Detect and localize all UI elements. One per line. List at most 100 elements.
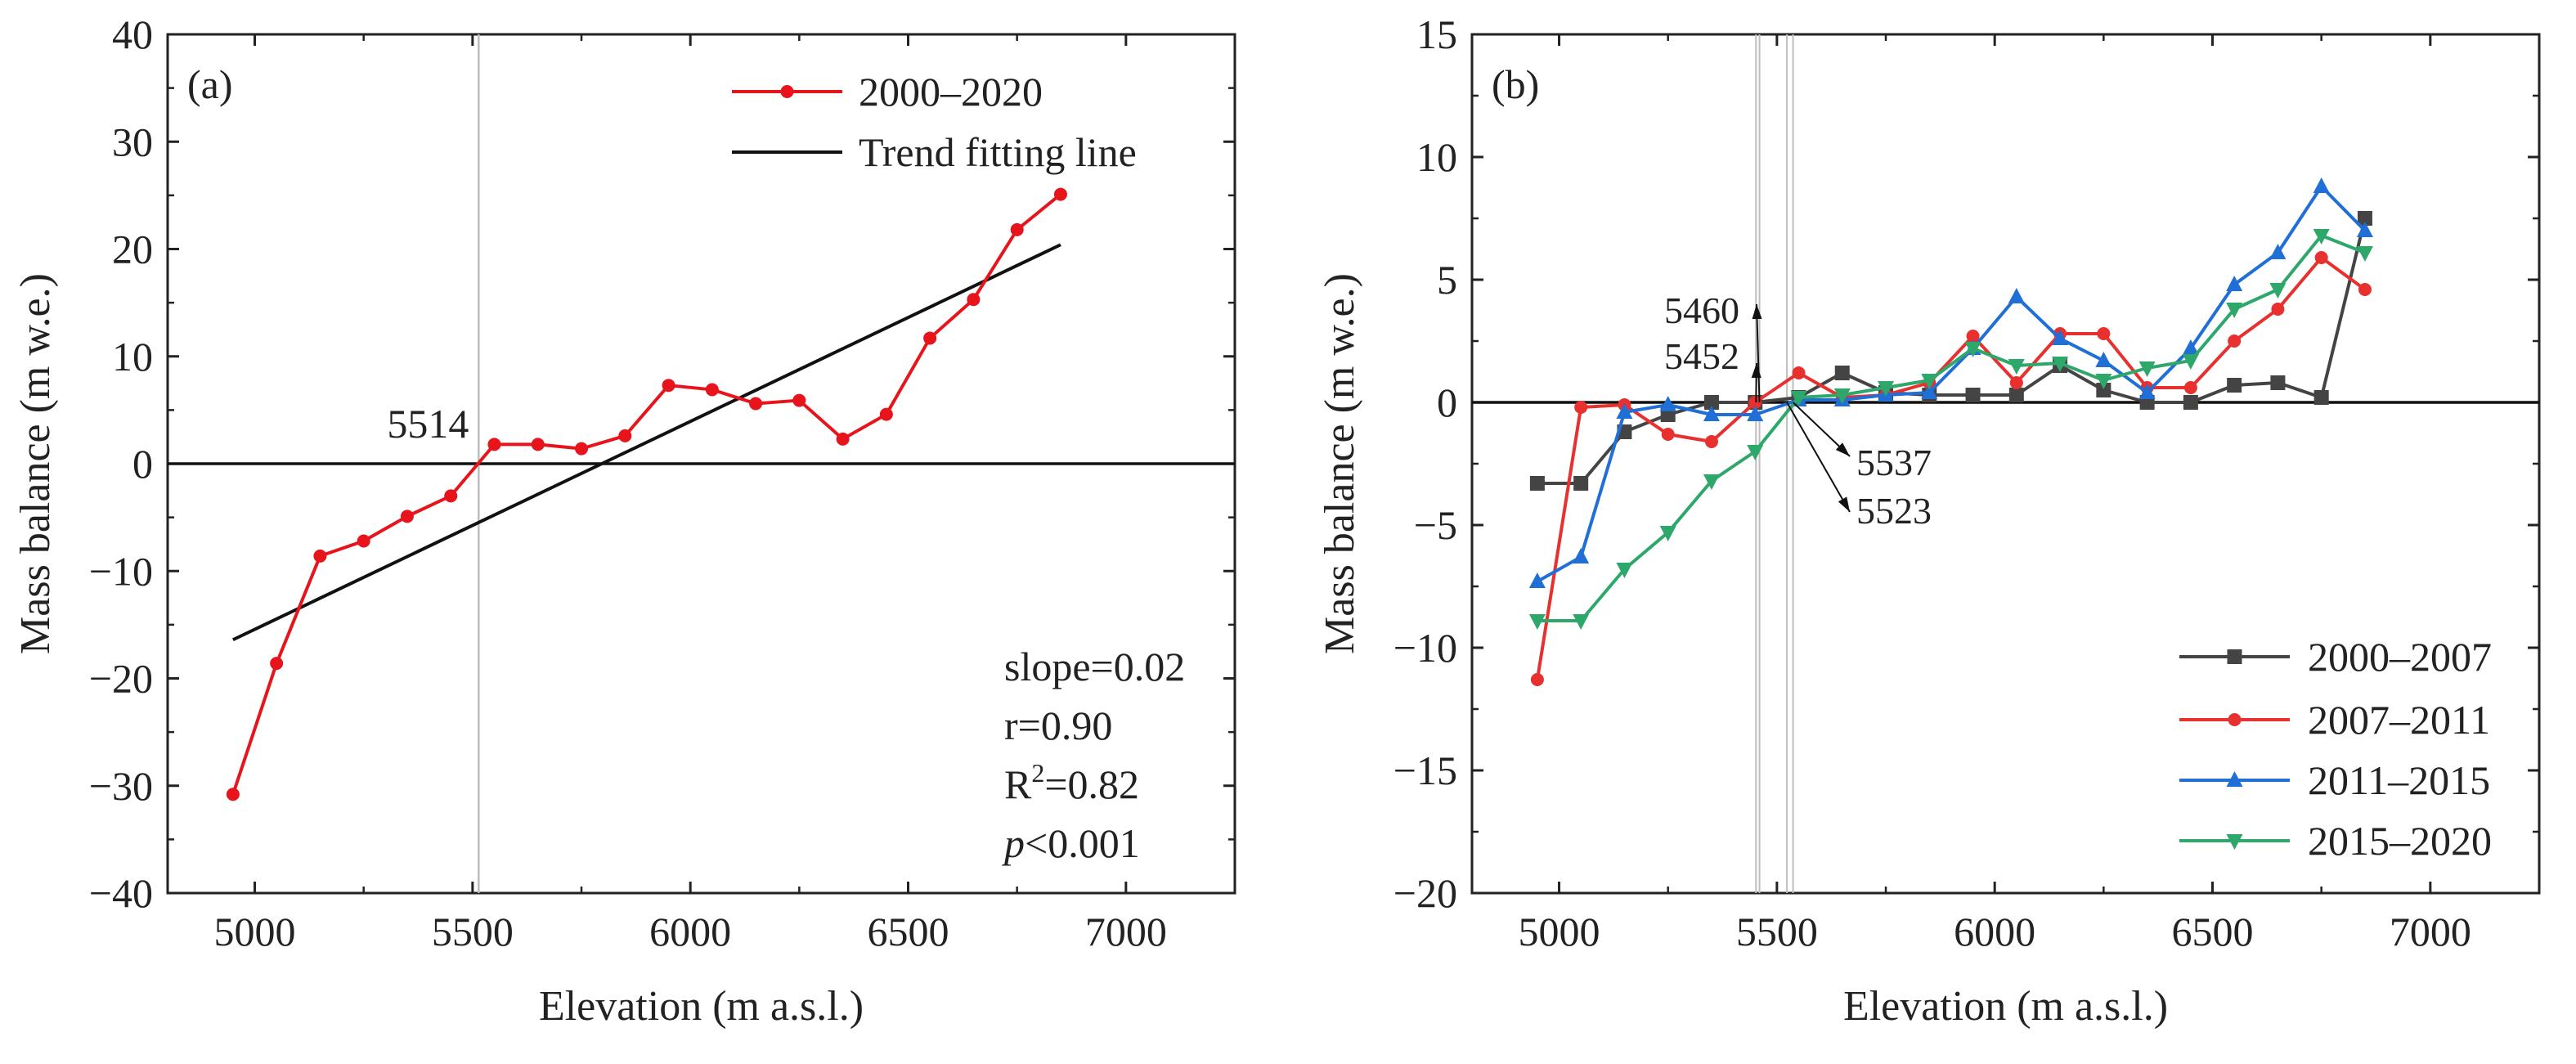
data-point [967,293,981,307]
data-point [2008,288,2025,303]
data-point [357,534,370,548]
y-tick-label: 20 [112,227,153,272]
legend-marker-1 [2228,713,2242,726]
data-point [1573,476,1589,491]
data-point [2227,378,2242,393]
legend-marker-2 [2226,771,2243,787]
data-point [1010,222,1024,236]
r2-superscript: 2 [1031,758,1044,788]
data-point [2052,330,2069,345]
data-point [2356,222,2373,237]
y-axis-title: Mass balance (m w.e.) [1317,273,1363,654]
data-point [2314,251,2328,264]
data-point [792,393,806,407]
data-point [1748,396,1762,409]
data-point [531,438,545,451]
data-point [1704,435,1718,448]
legend-marker-2000-2020 [780,85,794,98]
y-tick-label: 0 [1437,379,1457,425]
reference-label-5537: 5537 [1856,442,1932,483]
data-point [1530,673,1544,686]
data-point [2228,334,2242,348]
legend-label-2000-2020: 2000–2020 [859,69,1043,114]
data-point [1703,474,1720,490]
x-tick-label: 5000 [214,909,296,954]
y-tick-label: −5 [1414,502,1457,548]
trend-fitting-line [232,243,1061,642]
data-point [2356,246,2373,262]
panel-label: (b) [1492,61,1539,107]
y-tick-label: −10 [1393,625,1457,671]
reference-label-5514: 5514 [387,401,469,447]
annotation-arrowhead-5523 [1838,496,1850,512]
y-tick-label: 15 [1416,11,1457,57]
data-point [1792,366,1806,379]
data-point [2138,361,2156,377]
data-point [2226,303,2243,318]
data-point [1966,330,1980,343]
y-tick-label: −10 [89,548,153,594]
legend-label-1: 2007–2011 [2308,697,2490,743]
data-point [226,788,240,801]
data-point [749,397,763,411]
data-point [2097,327,2111,340]
data-point [1053,187,1067,201]
data-point [2183,381,2197,394]
data-point [1574,401,1588,414]
r2-prefix: R [1004,761,1032,807]
r2-value: =0.82 [1044,761,1139,807]
x-tick-label: 5500 [1736,909,1818,954]
series-line-3 [1537,234,2366,622]
x-tick-label: 6500 [868,909,949,954]
annotation-arrowhead-5452 [1751,363,1761,379]
x-tick-label: 6500 [2172,909,2254,954]
data-point [1573,614,1590,630]
data-point [2009,376,2023,389]
data-point [1703,395,1719,410]
series-line-1 [1535,256,2367,680]
data-point [2182,339,2199,355]
data-point [1834,366,1850,380]
p-symbol: p [1002,820,1025,866]
data-point [618,429,632,442]
x-tick-label: 7000 [1085,909,1167,954]
data-point [1528,572,1546,588]
data-point [1878,381,1895,397]
x-tick-label: 6000 [1954,909,2035,954]
y-tick-label: 10 [112,334,153,379]
panel-a: 5000 5500 6000 6500 7000 −40 −30 −20 −10 0 10 20 30 4… [12,11,1236,1030]
annotation-leader-5460 [1756,303,1761,403]
data-point [1659,396,1676,411]
series-line-2000-2020 [231,193,1062,795]
data-point [2270,375,2286,390]
data-point [2313,177,2330,193]
data-point [2096,383,2112,397]
legend-label-2: 2011–2015 [2308,757,2490,803]
data-point [2095,374,2112,389]
y-tick-label: −15 [1393,747,1457,793]
data-point [1747,406,1764,421]
data-point [2095,352,2112,367]
legend-label-trend: Trend fitting line [859,129,1137,175]
data-point [487,438,501,451]
panel-b: 5000 5500 6000 6500 7000 −20 −15 −10 −5 0 5 10 15 Ele… [1317,11,2541,1030]
x-tick-label: 6000 [649,909,731,954]
data-point [879,407,893,421]
data-point [1616,563,1633,578]
y-tick-label: 5 [1437,257,1457,303]
data-point [1965,388,1981,402]
data-point [2183,395,2198,410]
data-point [1529,476,1545,491]
data-point [1528,614,1546,630]
stat-r-squared: R2=0.82 [1004,758,1139,807]
legend-marker-3 [2226,834,2243,850]
data-point [2226,276,2243,291]
data-point [270,657,284,671]
x-tick-label: 7000 [2390,909,2471,954]
data-point [1747,445,1764,460]
legend-label-3: 2015–2020 [2308,818,2492,864]
y-tick-label: 0 [132,441,153,487]
data-point [2313,390,2329,405]
data-point [2008,359,2025,375]
